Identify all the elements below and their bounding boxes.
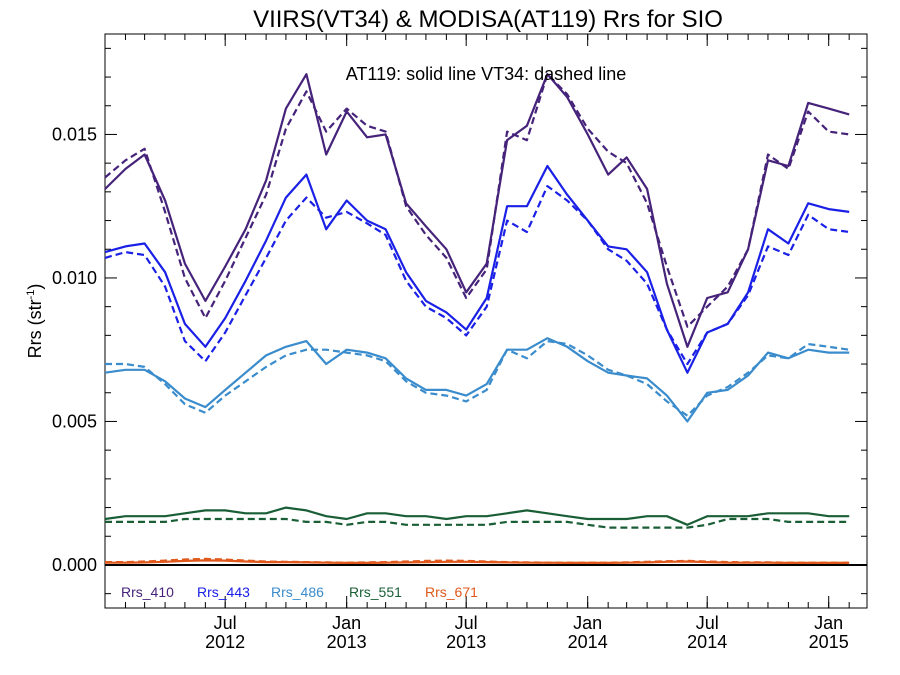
series-layer	[104, 73, 850, 565]
series-line-rrs-551-at119	[104, 506, 850, 526]
plot-area: 0.0000.0050.0100.015Jul2012Jan2013Jul201…	[52, 33, 868, 652]
svg-text:Rrs (str-1): Rrs (str-1)	[25, 284, 45, 359]
x-tick-year-label: 2014	[568, 632, 608, 652]
x-tick-year-label: 2013	[327, 632, 367, 652]
x-tick-month-label: Jul	[214, 613, 237, 633]
x-tick-month-label: Jan	[332, 613, 361, 633]
series-line-rrs-551-vt34	[105, 517, 850, 529]
series-line-rrs-671-vt34	[105, 557, 850, 564]
y-tick-label: 0.005	[52, 411, 97, 431]
y-axis-label-close: )	[25, 284, 45, 290]
axis-ticks: 0.0000.0050.0100.015Jul2012Jan2013Jul201…	[52, 34, 867, 652]
line-style-note: AT119: solid line VT34: dashed line	[346, 64, 627, 84]
x-tick-month-label: Jan	[573, 613, 602, 633]
legend-item: Rrs_486	[271, 584, 324, 600]
x-tick-year-label: 2013	[446, 632, 486, 652]
series-line-rrs-486-vt34	[105, 340, 850, 417]
legend-item: Rrs_671	[425, 584, 478, 600]
x-tick-year-label: 2014	[687, 632, 727, 652]
legend-item: Rrs_410	[121, 584, 174, 600]
plot-frame	[104, 33, 868, 609]
series-line-rrs-486-at119	[104, 337, 850, 423]
legend: Rrs_410 Rrs_443 Rrs_486 Rrs_551 Rrs_671	[121, 584, 478, 600]
y-tick-label: 0.000	[52, 555, 97, 575]
y-axis-label-superscript: -1	[25, 290, 37, 300]
x-tick-month-label: Jul	[696, 613, 719, 633]
y-tick-label: 0.010	[52, 268, 97, 288]
series-line-rrs-443-vt34	[104, 185, 850, 366]
series-line-rrs-410-vt34	[104, 73, 850, 328]
y-axis-label: Rrs (str-1)	[25, 284, 45, 359]
x-tick-month-label: Jul	[455, 613, 478, 633]
y-axis-label-main: Rrs (str	[25, 299, 45, 358]
series-line-rrs-410-at119	[104, 73, 850, 348]
x-tick-year-label: 2012	[205, 632, 245, 652]
x-tick-year-label: 2015	[809, 632, 849, 652]
chart-title: VIIRS(VT34) & MODISA(AT119) Rrs for SIO	[253, 6, 723, 33]
legend-item: Rrs_443	[197, 584, 250, 600]
legend-item: Rrs_551	[349, 584, 402, 600]
x-tick-month-label: Jan	[814, 613, 843, 633]
y-tick-label: 0.015	[52, 124, 97, 144]
